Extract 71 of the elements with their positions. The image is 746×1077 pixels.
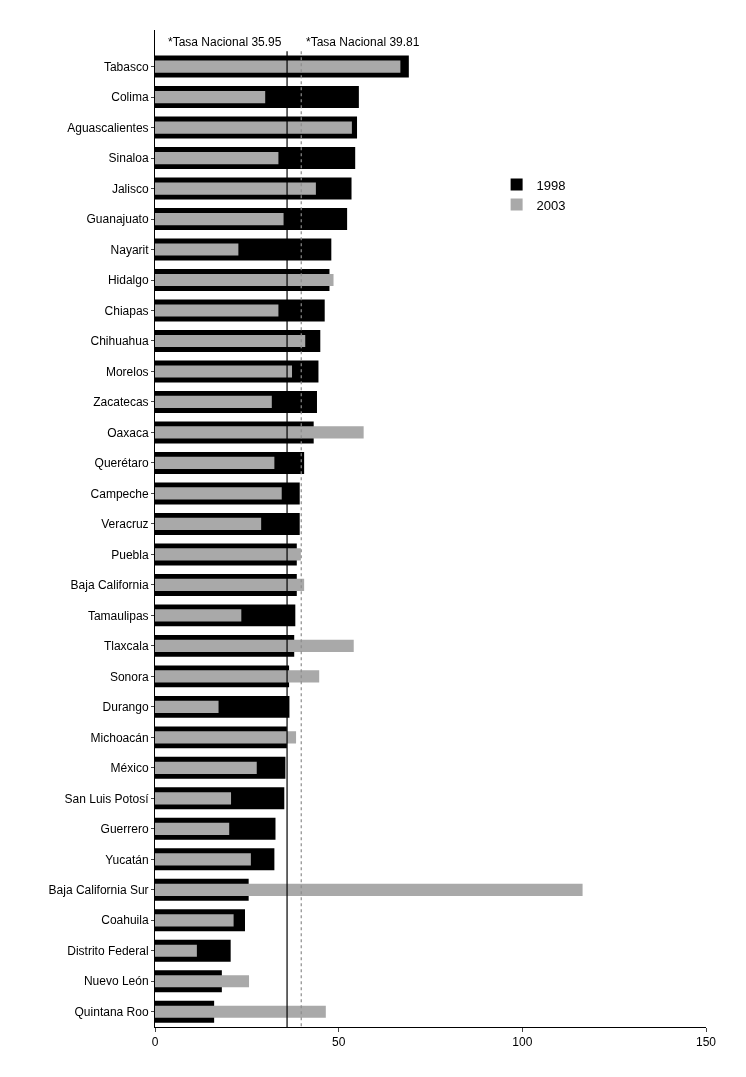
bar — [155, 639, 354, 652]
bar — [155, 426, 364, 439]
bar — [155, 792, 232, 805]
y-tick-label: Chihuahua — [90, 334, 149, 349]
y-tick-label: Tabasco — [103, 59, 149, 74]
bar — [155, 304, 279, 317]
legend-label: 2003 — [536, 197, 566, 213]
y-tick-label: Tamaulipas — [87, 608, 149, 623]
y-tick-label: Chiapas — [104, 303, 149, 318]
bar — [155, 151, 279, 165]
bar — [155, 548, 301, 561]
y-tick-label: Distrito Federal — [67, 943, 149, 958]
x-tick-label: 100 — [512, 1035, 533, 1050]
y-tick-label: Michoacán — [90, 730, 149, 745]
bar — [155, 456, 275, 470]
y-tick-label: Querétaro — [94, 456, 149, 471]
x-tick-label: 50 — [331, 1035, 346, 1050]
bar — [155, 761, 257, 774]
y-tick-label: Zacatecas — [93, 395, 149, 410]
bar — [155, 944, 197, 957]
x-tick-label: 150 — [695, 1035, 717, 1050]
y-tick-label: Nayarit — [110, 242, 150, 257]
bar — [155, 853, 251, 866]
y-tick-label: Durango — [102, 700, 149, 715]
y-tick-label: Sonora — [109, 669, 149, 684]
bar — [155, 60, 401, 73]
bar — [155, 700, 219, 713]
x-tick-label: 0 — [151, 1035, 159, 1050]
ref-line-label: *Tasa Nacional 39.81 — [306, 35, 420, 49]
y-tick-label: Sinaloa — [108, 151, 149, 166]
y-tick-label: Puebla — [111, 547, 149, 562]
y-tick-label: Campeche — [90, 486, 149, 501]
ref-line-label: *Tasa Nacional 35.95 — [168, 35, 282, 49]
y-tick-label: Veracruz — [101, 517, 149, 532]
bar — [155, 517, 262, 531]
bar — [155, 395, 272, 409]
bar — [155, 609, 242, 622]
bar — [155, 914, 234, 927]
y-tick-label: Colima — [111, 90, 149, 105]
y-tick-label: Tlaxcala — [103, 639, 149, 654]
bar — [155, 822, 230, 835]
bar — [155, 212, 284, 226]
bar — [155, 243, 239, 256]
y-tick-label: Yucatán — [105, 852, 149, 867]
y-tick-label: Guerrero — [100, 822, 149, 837]
bar — [155, 731, 297, 744]
y-tick-label: Baja California — [70, 578, 149, 593]
bar — [155, 670, 320, 683]
y-tick-label: Quintana Roo — [74, 1004, 149, 1019]
y-tick-label: Baja California Sur — [48, 883, 149, 897]
bar — [155, 1005, 326, 1018]
y-tick-label: Coahuila — [101, 913, 149, 928]
bar — [155, 121, 352, 134]
bar — [155, 883, 583, 896]
bar — [155, 578, 305, 591]
y-tick-label: Jalisco — [111, 181, 149, 196]
y-tick-label: México — [110, 761, 149, 776]
bar — [155, 334, 306, 348]
y-tick-label: Hidalgo — [107, 273, 149, 288]
bar — [155, 487, 282, 500]
bar — [155, 182, 316, 195]
bar — [155, 975, 250, 988]
bar — [155, 365, 293, 378]
y-tick-label: San Luis Potosí — [64, 791, 150, 806]
bar — [155, 90, 266, 104]
legend-label: 1998 — [536, 177, 566, 193]
y-tick-label: Oaxaca — [107, 425, 149, 440]
y-tick-label: Guanajuato — [86, 212, 149, 227]
y-tick-label: Nuevo León — [83, 974, 149, 989]
y-tick-label: Morelos — [105, 364, 149, 379]
y-tick-label: Aguascalientes — [67, 120, 149, 135]
